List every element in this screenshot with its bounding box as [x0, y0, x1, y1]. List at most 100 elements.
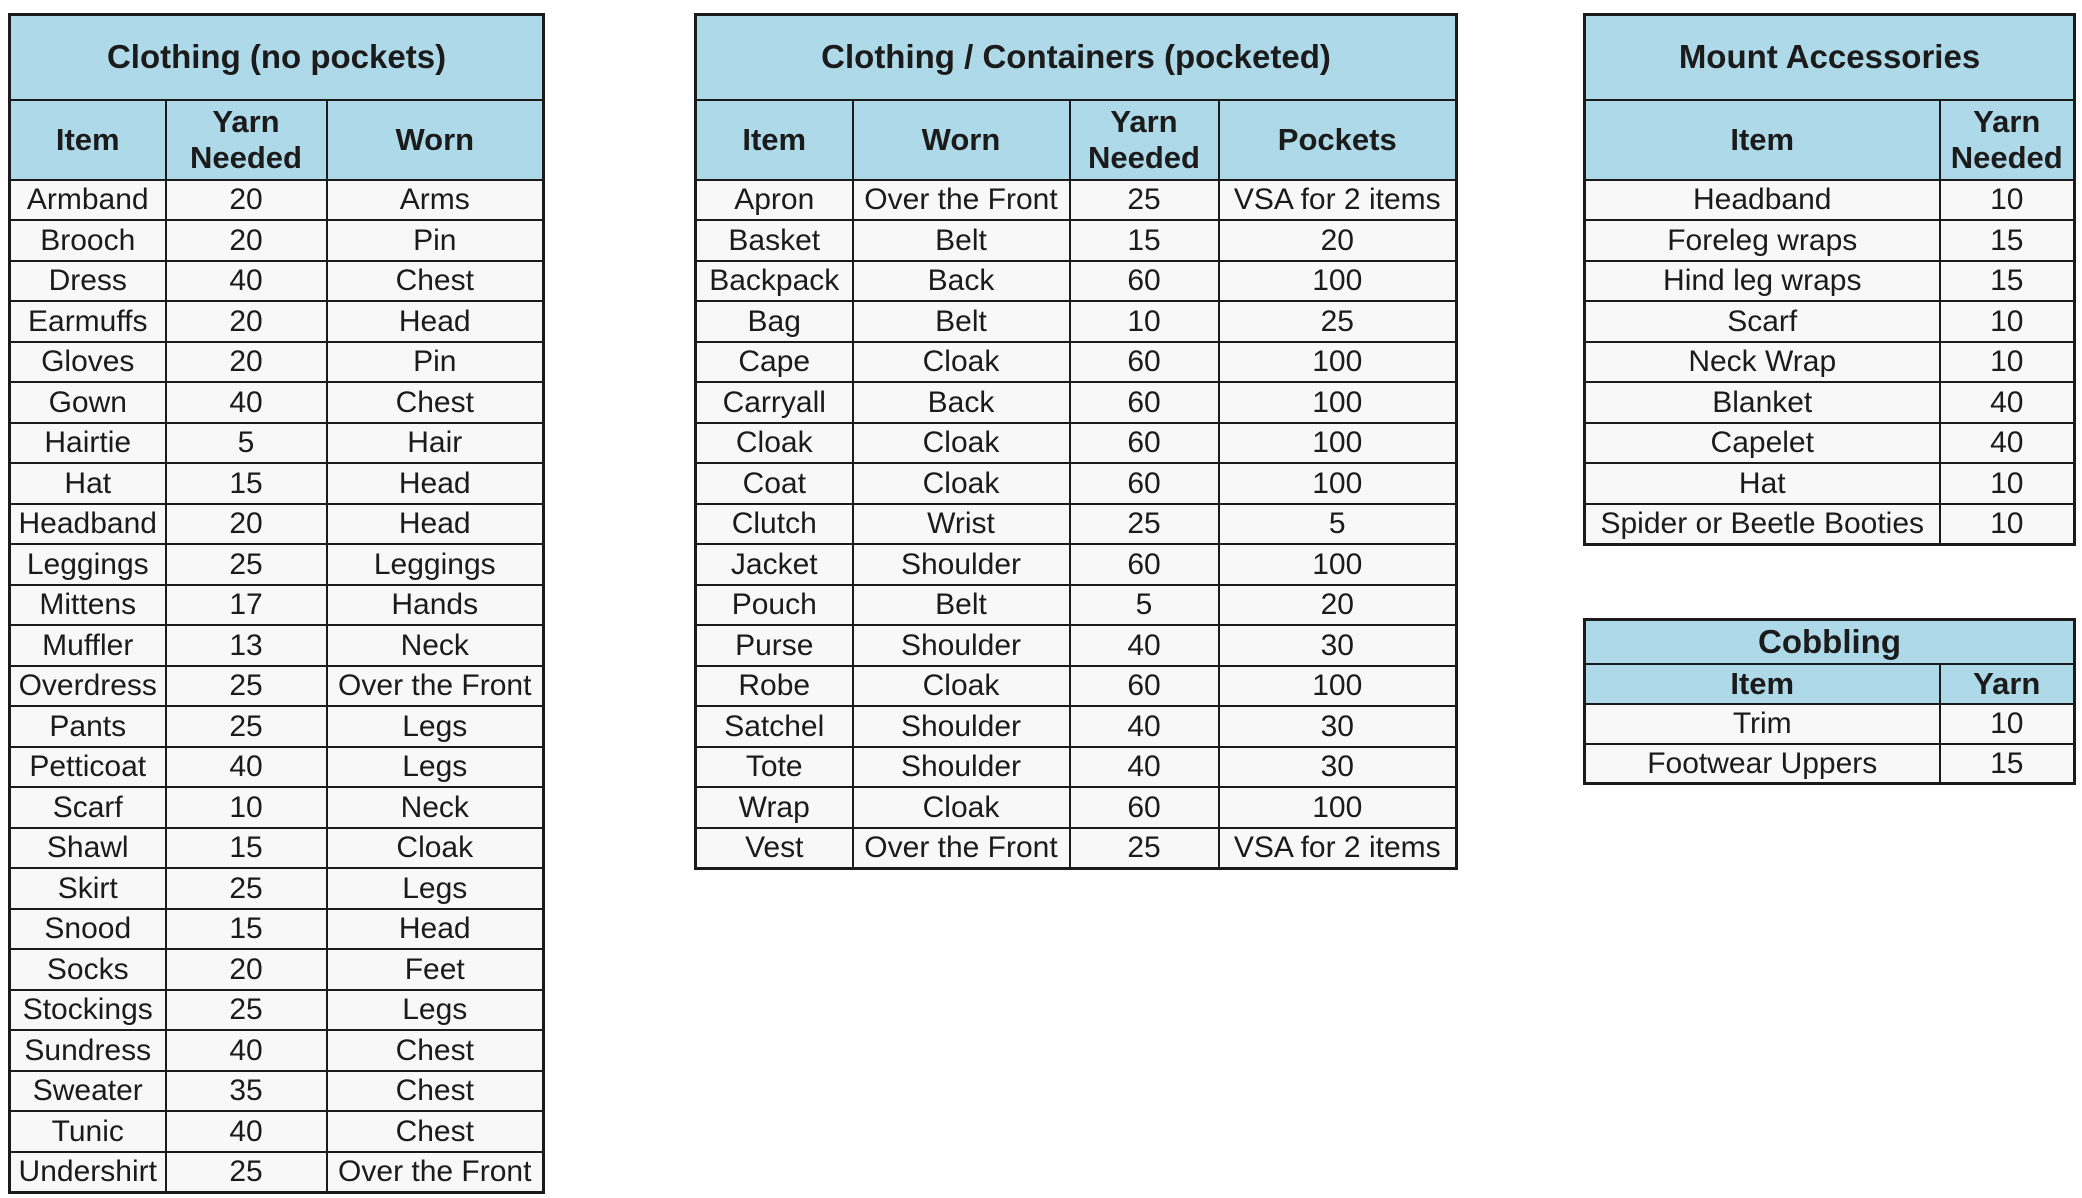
- column-header-item: Item: [8, 98, 167, 181]
- cell-yarn-needed: 60: [1068, 786, 1220, 829]
- table-row: Brooch 20 Pin: [8, 219, 545, 262]
- table-row: Coat Cloak 60 100: [694, 462, 1458, 505]
- cell-yarn-needed: 25: [164, 867, 328, 910]
- cell-pockets: 100: [1217, 381, 1458, 424]
- table-row: Hind leg wraps 15: [1583, 259, 2076, 302]
- cell-yarn-needed: 40: [164, 1110, 328, 1153]
- cell-pockets: VSA for 2 items: [1217, 826, 1458, 869]
- table-row: Backpack Back 60 100: [694, 259, 1458, 302]
- cell-worn: Chest: [325, 259, 545, 302]
- cell-item: Overdress: [8, 664, 167, 707]
- cell-yarn-needed: 10: [1938, 178, 2076, 221]
- table-row: Shawl 15 Cloak: [8, 826, 545, 869]
- cell-worn: Cloak: [851, 786, 1071, 829]
- cell-pockets: 100: [1217, 786, 1458, 829]
- cell-item: Armband: [8, 178, 167, 221]
- cell-worn: Feet: [325, 948, 545, 991]
- cell-yarn-needed: 10: [1938, 340, 2076, 383]
- cell-item: Blanket: [1583, 381, 1941, 424]
- cell-item: Gloves: [8, 340, 167, 383]
- cell-pockets: 30: [1217, 745, 1458, 788]
- cell-yarn-needed: 40: [1938, 381, 2076, 424]
- cell-yarn-needed: 25: [1068, 178, 1220, 221]
- cell-pockets: 30: [1217, 624, 1458, 667]
- cell-worn: Legs: [325, 988, 545, 1031]
- cell-worn: Over the Front: [325, 664, 545, 707]
- cell-item: Satchel: [694, 705, 854, 748]
- cell-item: Carryall: [694, 381, 854, 424]
- cobbling-title: Cobbling: [1583, 618, 2076, 665]
- table-row: Hat 15 Head: [8, 462, 545, 505]
- table-row: Spider or Beetle Booties 10: [1583, 502, 2076, 545]
- cell-item: Jacket: [694, 543, 854, 586]
- cell-item: Spider or Beetle Booties: [1583, 502, 1941, 545]
- cell-item: Scarf: [1583, 300, 1941, 343]
- table-row: Stockings 25 Legs: [8, 988, 545, 1031]
- cell-worn: Over the Front: [325, 1150, 545, 1193]
- column-header-row: Item Yarn: [1583, 662, 2076, 705]
- cell-worn: Chest: [325, 1110, 545, 1153]
- cell-yarn-needed: 25: [164, 988, 328, 1031]
- column-header-row: Item Yarn Needed: [1583, 98, 2076, 181]
- table-row: Robe Cloak 60 100: [694, 664, 1458, 707]
- cell-item: Cape: [694, 340, 854, 383]
- cell-item: Mittens: [8, 583, 167, 626]
- cell-worn: Back: [851, 381, 1071, 424]
- cell-worn: Head: [325, 462, 545, 505]
- cell-worn: Over the Front: [851, 178, 1071, 221]
- table-row: Purse Shoulder 40 30: [694, 624, 1458, 667]
- cell-item: Socks: [8, 948, 167, 991]
- cell-yarn-needed: 20: [164, 502, 328, 545]
- cell-item: Headband: [1583, 178, 1941, 221]
- cell-item: Hat: [1583, 462, 1941, 505]
- cell-worn: Hair: [325, 421, 545, 464]
- cell-yarn-needed: 20: [164, 300, 328, 343]
- table-row: Petticoat 40 Legs: [8, 745, 545, 788]
- cell-pockets: 100: [1217, 340, 1458, 383]
- cell-yarn: 10: [1938, 702, 2076, 745]
- column-header-yarn-needed: Yarn Needed: [1068, 98, 1220, 181]
- cell-yarn-needed: 5: [164, 421, 328, 464]
- cell-item: Muffler: [8, 624, 167, 667]
- cell-yarn-needed: 25: [164, 664, 328, 707]
- cell-worn: Legs: [325, 867, 545, 910]
- cell-item: Backpack: [694, 259, 854, 302]
- cell-yarn-needed: 15: [164, 462, 328, 505]
- table-row: Sundress 40 Chest: [8, 1029, 545, 1072]
- table-row: Mittens 17 Hands: [8, 583, 545, 626]
- cell-worn: Cloak: [325, 826, 545, 869]
- cell-yarn-needed: 20: [164, 178, 328, 221]
- cell-item: Scarf: [8, 786, 167, 829]
- table-row: Leggings 25 Leggings: [8, 543, 545, 586]
- table-row: Socks 20 Feet: [8, 948, 545, 991]
- table-row: Skirt 25 Legs: [8, 867, 545, 910]
- table-row: Hairtie 5 Hair: [8, 421, 545, 464]
- cell-yarn-needed: 10: [164, 786, 328, 829]
- cell-item: Petticoat: [8, 745, 167, 788]
- cell-pockets: 20: [1217, 219, 1458, 262]
- cell-yarn-needed: 10: [1938, 462, 2076, 505]
- cell-item: Pouch: [694, 583, 854, 626]
- table-row: Trim 10: [1583, 702, 2076, 745]
- cell-worn: Neck: [325, 624, 545, 667]
- cell-worn: Neck: [325, 786, 545, 829]
- table-row: Cloak Cloak 60 100: [694, 421, 1458, 464]
- table-row: Tote Shoulder 40 30: [694, 745, 1458, 788]
- cell-worn: Head: [325, 907, 545, 950]
- column-header-worn: Worn: [325, 98, 545, 181]
- cell-worn: Cloak: [851, 462, 1071, 505]
- table-row: Muffler 13 Neck: [8, 624, 545, 667]
- cell-worn: Pin: [325, 340, 545, 383]
- table-row: Armband 20 Arms: [8, 178, 545, 221]
- cell-worn: Belt: [851, 300, 1071, 343]
- table-row: Wrap Cloak 60 100: [694, 786, 1458, 829]
- cell-item: Bag: [694, 300, 854, 343]
- cell-yarn-needed: 40: [1938, 421, 2076, 464]
- cell-yarn-needed: 17: [164, 583, 328, 626]
- table-row: Jacket Shoulder 60 100: [694, 543, 1458, 586]
- table-row: Satchel Shoulder 40 30: [694, 705, 1458, 748]
- cell-item: Earmuffs: [8, 300, 167, 343]
- cell-worn: Hands: [325, 583, 545, 626]
- cell-item: Stockings: [8, 988, 167, 1031]
